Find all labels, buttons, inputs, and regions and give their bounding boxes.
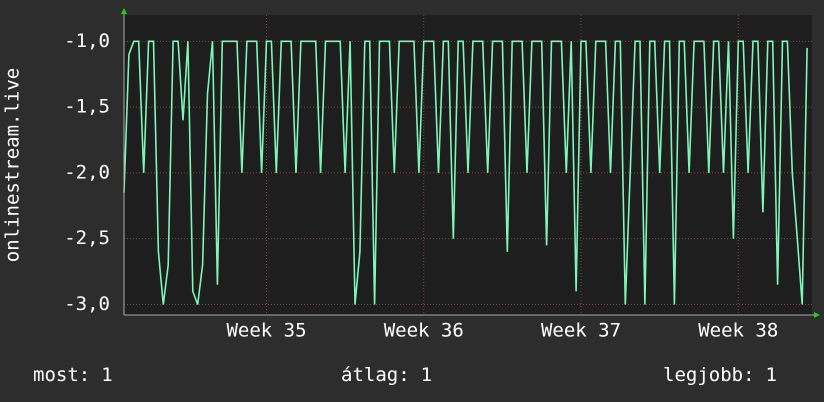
y-tick-label: -2,0	[64, 161, 110, 183]
legend-label: átlag:	[341, 364, 410, 386]
legend-value: 1	[421, 364, 432, 386]
legend-entry: most: 1	[33, 364, 113, 386]
x-arrow	[814, 312, 820, 318]
legend-value: 1	[766, 364, 777, 386]
y-tick-label: -1,5	[64, 96, 110, 118]
y-tick-label: -2,5	[64, 227, 110, 249]
x-tick-label: Week 35	[226, 320, 306, 342]
legend-entry: legjobb: 1	[663, 364, 777, 386]
y-tick-label: -1,0	[64, 30, 110, 52]
x-tick-label: Week 38	[698, 320, 778, 342]
y-arrow	[121, 8, 127, 14]
legend-value: 1	[101, 364, 112, 386]
legend-label: legjobb:	[663, 364, 755, 386]
data-line	[123, 40, 808, 305]
x-tick-label: Week 37	[541, 320, 621, 342]
y-axis-label: onlinestream.live	[2, 68, 24, 262]
x-tick-label: Week 36	[384, 320, 464, 342]
y-tick-label: -3,0	[64, 293, 110, 315]
legend-entry: átlag: 1	[341, 364, 432, 386]
legend-label: most:	[33, 364, 90, 386]
